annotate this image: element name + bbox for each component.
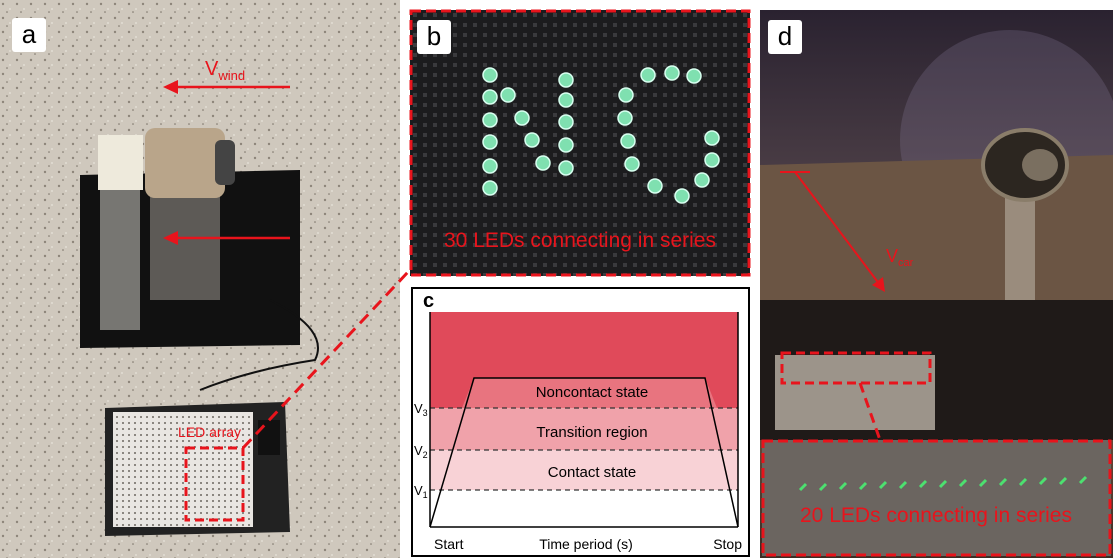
caption: 30 LEDs connecting in series xyxy=(444,229,716,252)
region xyxy=(430,450,738,490)
symbol: V xyxy=(414,443,423,458)
breadboard xyxy=(113,412,253,527)
subscript: 3 xyxy=(423,408,428,418)
photo-b xyxy=(410,10,750,276)
symbol: V xyxy=(205,58,219,80)
region xyxy=(430,408,738,450)
battery xyxy=(258,420,280,455)
highlight-box xyxy=(184,446,245,522)
subscript: 2 xyxy=(423,450,428,460)
panel-b: 30 LEDs connecting in series b xyxy=(409,9,751,277)
led-label: LED array xyxy=(178,424,241,440)
device-lens xyxy=(1022,149,1058,181)
led-row xyxy=(798,475,1088,492)
subscript: 1 xyxy=(423,490,428,500)
symbol: V xyxy=(886,246,898,266)
stand xyxy=(100,190,140,330)
x-axis-label: Time period (s) xyxy=(539,536,633,552)
region-label: Contact state xyxy=(548,464,636,481)
panel-label: a xyxy=(22,19,37,49)
led-pattern xyxy=(482,65,720,204)
zoom-photo xyxy=(762,440,1111,556)
subscript: wind xyxy=(217,68,245,83)
panel-label: c xyxy=(423,290,434,312)
cylinder xyxy=(145,128,225,198)
caption: 20 LEDs connecting in series xyxy=(800,504,1072,527)
arrow-head xyxy=(163,80,178,94)
frame xyxy=(761,439,1112,557)
label-box xyxy=(768,20,802,54)
symbol: V xyxy=(414,401,423,416)
panel-c: Noncontact state Transition region Conta… xyxy=(411,287,750,557)
level-lines xyxy=(430,407,738,491)
panel-a: Vwind LED array a xyxy=(0,0,410,558)
level-label: V2 xyxy=(414,443,428,460)
wire xyxy=(199,299,319,391)
label-box xyxy=(417,20,451,54)
x-start: Start xyxy=(434,536,464,552)
blade xyxy=(98,135,143,190)
level-label: V3 xyxy=(414,401,428,418)
panel-label: d xyxy=(778,21,792,51)
cylinder-cap xyxy=(215,140,235,185)
region-label: Transition region xyxy=(536,424,647,441)
velocity-label: Vwind xyxy=(205,58,245,83)
arrow-head xyxy=(163,231,178,245)
arrow-head xyxy=(872,277,885,292)
velocity-label: Vcar xyxy=(886,246,914,269)
region xyxy=(462,378,717,408)
level-label: V1 xyxy=(414,483,428,500)
x-stop: Stop xyxy=(713,536,742,552)
trapezoid xyxy=(429,377,739,528)
symbol: V xyxy=(414,483,423,498)
connector xyxy=(241,270,410,450)
car-arrow xyxy=(794,171,881,286)
breadboard xyxy=(775,355,935,430)
stand xyxy=(150,190,220,300)
panel-d: Vcar 20 LEDs connecting in series d xyxy=(760,10,1113,558)
label-box xyxy=(12,18,46,52)
subscript: car xyxy=(898,257,914,269)
panel-label: b xyxy=(427,21,441,51)
region-label: Noncontact state xyxy=(536,384,649,401)
connector xyxy=(858,382,882,441)
frame xyxy=(409,9,751,277)
highlight-box xyxy=(780,351,932,385)
